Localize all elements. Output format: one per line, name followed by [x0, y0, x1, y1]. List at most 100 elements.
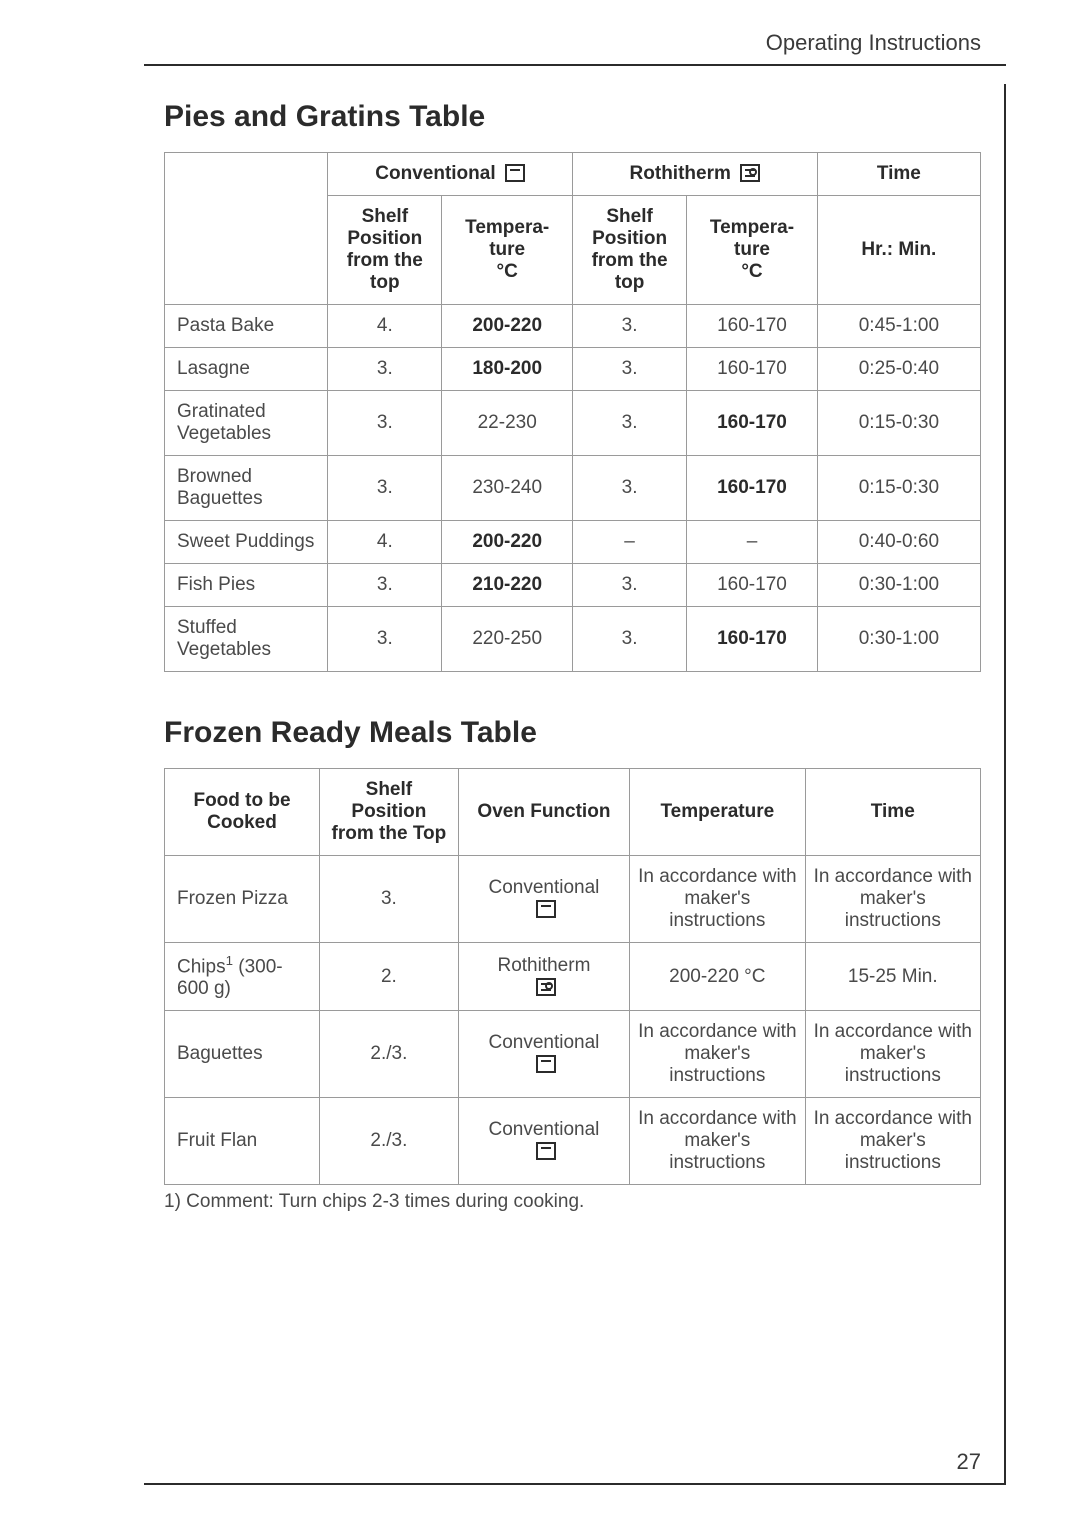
- cell-time: 0:25-0:40: [817, 348, 980, 391]
- cell-conv-shelf: 4.: [328, 305, 442, 348]
- cell-food: Fish Pies: [165, 564, 328, 607]
- rothitherm-icon: [536, 978, 556, 996]
- conventional-icon: [536, 1142, 556, 1160]
- content-area: Pies and Gratins Table Conventional Roth…: [164, 92, 981, 1213]
- cell-roth-temp: 160-170: [687, 348, 818, 391]
- cell-temp: 200-220 °C: [630, 943, 805, 1011]
- cell-time: 0:30-1:00: [817, 607, 980, 672]
- cell-roth-temp: 160-170: [687, 564, 818, 607]
- cell-food: Lasagne: [165, 348, 328, 391]
- page: Operating Instructions Pies and Gratins …: [0, 0, 1080, 1529]
- footnote: 1) Comment: Turn chips 2-3 times during …: [164, 1191, 981, 1213]
- cell-conv-temp: 180-200: [442, 348, 573, 391]
- table-header-row-1: Conventional Rothitherm Time: [165, 153, 981, 196]
- col-func: Oven Function: [458, 769, 629, 856]
- blank-header: [165, 153, 328, 305]
- col-shelf: Shelf Position from the Top: [320, 769, 459, 856]
- table-row: Lasagne3.180-2003.160-1700:25-0:40: [165, 348, 981, 391]
- cell-roth-shelf: 3.: [572, 456, 686, 521]
- cell-conv-shelf: 3.: [328, 391, 442, 456]
- conventional-icon: [536, 900, 556, 918]
- cell-time: In accordance with maker's instructions: [805, 1011, 980, 1098]
- cell-shelf: 2./3.: [320, 1011, 459, 1098]
- cell-conv-temp: 230-240: [442, 456, 573, 521]
- cell-roth-temp: –: [687, 521, 818, 564]
- cell-time: In accordance with maker's instructions: [805, 856, 980, 943]
- cell-roth-temp: 160-170: [687, 456, 818, 521]
- conventional-group-header: Conventional: [328, 153, 573, 196]
- cell-roth-shelf: 3.: [572, 391, 686, 456]
- cell-conv-temp: 200-220: [442, 305, 573, 348]
- cell-time: 0:40-0:60: [817, 521, 980, 564]
- table-row: Fruit Flan2./3.ConventionalIn accordance…: [165, 1098, 981, 1185]
- rothitherm-icon: [740, 164, 760, 182]
- rothitherm-group-header: Rothitherm: [572, 153, 817, 196]
- col-shelf-conv: Shelf Position from the top: [328, 196, 442, 305]
- table-row: Sweet Puddings4.200-220––0:40-0:60: [165, 521, 981, 564]
- cell-time: In accordance with maker's instructions: [805, 1098, 980, 1185]
- table-row: Frozen Pizza3.ConventionalIn accordance …: [165, 856, 981, 943]
- cell-roth-temp: 160-170: [687, 607, 818, 672]
- cell-roth-shelf: 3.: [572, 348, 686, 391]
- cell-conv-shelf: 3.: [328, 564, 442, 607]
- section-title-1: Pies and Gratins Table: [164, 100, 981, 134]
- cell-conv-temp: 210-220: [442, 564, 573, 607]
- cell-roth-temp: 160-170: [687, 391, 818, 456]
- cell-food: Frozen Pizza: [165, 856, 320, 943]
- col-temp-conv: Tempera- ture °C: [442, 196, 573, 305]
- cell-func: Conventional: [458, 1011, 629, 1098]
- table-row: Pasta Bake4.200-2203.160-1700:45-1:00: [165, 305, 981, 348]
- cell-func: Rothitherm: [458, 943, 629, 1011]
- table-row: Stuffed Vegetables3.220-2503.160-1700:30…: [165, 607, 981, 672]
- cell-time: 15-25 Min.: [805, 943, 980, 1011]
- cell-conv-temp: 200-220: [442, 521, 573, 564]
- cell-time: 0:15-0:30: [817, 391, 980, 456]
- cell-time: 0:15-0:30: [817, 456, 980, 521]
- running-header: Operating Instructions: [766, 30, 981, 56]
- col-temp: Temperature: [630, 769, 805, 856]
- cell-conv-temp: 220-250: [442, 607, 573, 672]
- cell-conv-shelf: 3.: [328, 348, 442, 391]
- cell-time: 0:30-1:00: [817, 564, 980, 607]
- cell-food: Pasta Bake: [165, 305, 328, 348]
- table-row: Fish Pies3.210-2203.160-1700:30-1:00: [165, 564, 981, 607]
- cell-roth-temp: 160-170: [687, 305, 818, 348]
- cell-roth-shelf: 3.: [572, 305, 686, 348]
- table-row: Baguettes2./3.ConventionalIn accordance …: [165, 1011, 981, 1098]
- cell-food: Chips1 (300-600 g): [165, 943, 320, 1011]
- pies-gratins-table: Conventional Rothitherm Time Shelf Posit…: [164, 152, 981, 672]
- frozen-meals-table: Food to be Cooked Shelf Position from th…: [164, 768, 981, 1185]
- table-row: Browned Baguettes3.230-2403.160-1700:15-…: [165, 456, 981, 521]
- cell-temp: In accordance with maker's instructions: [630, 1098, 805, 1185]
- col-time: Time: [805, 769, 980, 856]
- cell-conv-shelf: 3.: [328, 456, 442, 521]
- cell-food: Browned Baguettes: [165, 456, 328, 521]
- col-temp-roth: Tempera- ture °C: [687, 196, 818, 305]
- cell-food: Stuffed Vegetables: [165, 607, 328, 672]
- page-number: 27: [957, 1449, 981, 1475]
- cell-shelf: 3.: [320, 856, 459, 943]
- cell-roth-shelf: –: [572, 521, 686, 564]
- table-row: Chips1 (300-600 g)2.Rothitherm200-220 °C…: [165, 943, 981, 1011]
- cell-func: Conventional: [458, 1098, 629, 1185]
- cell-conv-shelf: 3.: [328, 607, 442, 672]
- cell-shelf: 2./3.: [320, 1098, 459, 1185]
- table-header-row: Food to be Cooked Shelf Position from th…: [165, 769, 981, 856]
- cell-time: 0:45-1:00: [817, 305, 980, 348]
- cell-shelf: 2.: [320, 943, 459, 1011]
- section-title-2: Frozen Ready Meals Table: [164, 716, 981, 750]
- col-food: Food to be Cooked: [165, 769, 320, 856]
- cell-temp: In accordance with maker's instructions: [630, 1011, 805, 1098]
- header-rule: [144, 64, 1006, 66]
- col-shelf-roth: Shelf Position from the top: [572, 196, 686, 305]
- cell-food: Gratinated Vegetables: [165, 391, 328, 456]
- cell-food: Fruit Flan: [165, 1098, 320, 1185]
- cell-roth-shelf: 3.: [572, 607, 686, 672]
- table-row: Gratinated Vegetables3.22-2303.160-1700:…: [165, 391, 981, 456]
- cell-roth-shelf: 3.: [572, 564, 686, 607]
- cell-func: Conventional: [458, 856, 629, 943]
- cell-temp: In accordance with maker's instructions: [630, 856, 805, 943]
- conventional-icon: [505, 164, 525, 182]
- conventional-icon: [536, 1055, 556, 1073]
- cell-conv-temp: 22-230: [442, 391, 573, 456]
